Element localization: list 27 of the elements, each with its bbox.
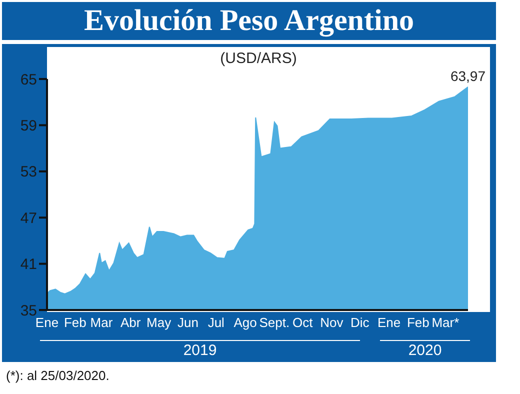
data-label: 63,97	[450, 68, 486, 84]
x-tick-label: Feb	[406, 315, 430, 330]
y-tick-label: 59	[20, 118, 37, 135]
x-tick-label: Nov	[320, 315, 344, 330]
x-tick-label: Ene	[35, 315, 59, 330]
y-tick-label: 65	[20, 71, 37, 88]
x-tick-label: Ene	[377, 315, 401, 330]
y-tick-label: 47	[20, 210, 37, 227]
text: (*): al 25/03/2020.	[6, 368, 110, 383]
text: 2020	[407, 342, 443, 359]
x-tick-label: May	[146, 315, 172, 330]
x-tick-label: Jun	[177, 315, 198, 330]
text: 2019	[182, 342, 218, 359]
x-tick-label: Ago	[234, 315, 257, 330]
x-tick-label: Oct	[292, 315, 314, 330]
x-tick-label: Abr	[120, 315, 142, 330]
chart-subtitle: (USD/ARS)	[219, 50, 298, 67]
x-tick-label: Mar	[90, 315, 114, 330]
x-tick-label: Sept.	[259, 315, 290, 330]
x-tick-label: Jul	[208, 315, 225, 330]
chart-title: Evolución Peso Argentino	[2, 2, 496, 40]
y-tick-label: 35	[20, 302, 37, 320]
y-tick-label: 53	[20, 164, 37, 181]
x-tick-label: Mar*	[432, 315, 460, 330]
y-tick-label: 41	[20, 256, 37, 274]
x-tick-label: Feb	[64, 315, 86, 330]
x-tick-label: Dic	[350, 315, 370, 330]
